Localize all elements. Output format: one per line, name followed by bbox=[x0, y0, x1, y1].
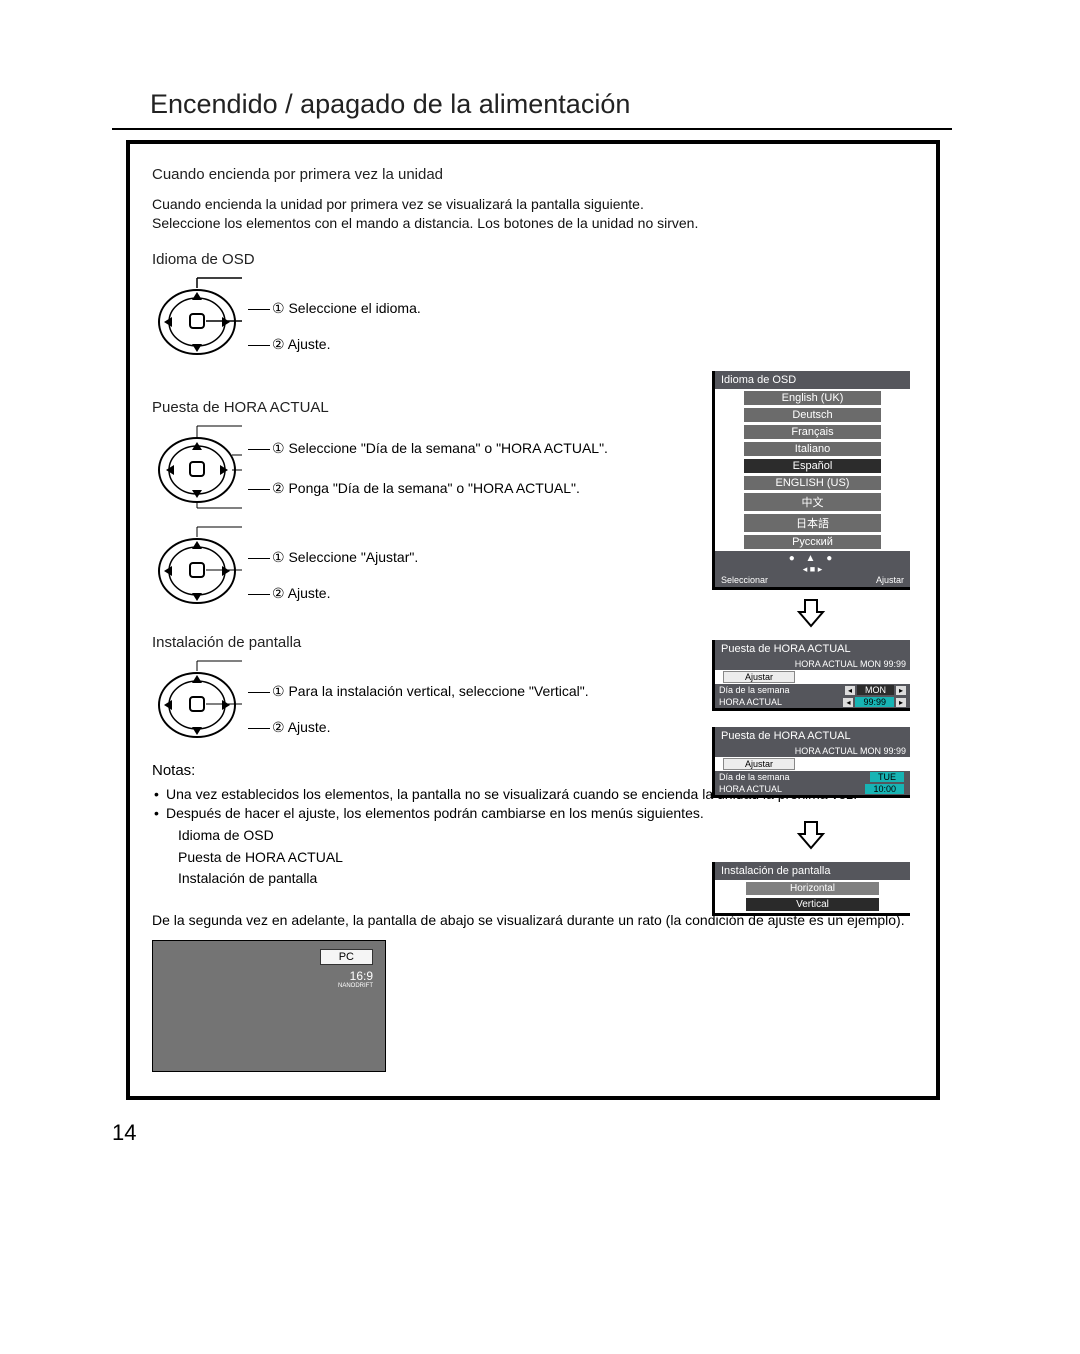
inst-step-text: ① Para la instalación vertical, seleccio… bbox=[248, 655, 589, 746]
num-1-icon: ① bbox=[272, 549, 285, 565]
intro-line2: Seleccione los elementos con el mando a … bbox=[152, 215, 698, 231]
osd-hora1-row2: HORA ACTUAL ◂ 99:99 ▸ bbox=[715, 696, 910, 708]
hora-step4: Ajuste. bbox=[288, 585, 331, 601]
osd-language-panel: Idioma de OSD English (UK)DeutschFrançai… bbox=[712, 371, 910, 590]
row1-val: MON bbox=[857, 685, 894, 695]
right-arrow-icon: ▸ bbox=[896, 686, 906, 695]
osd-lang-option: 日本語 bbox=[743, 513, 882, 533]
num-1-icon: ① bbox=[272, 300, 285, 316]
num-2-icon: ② bbox=[272, 336, 285, 352]
osd-inst-vertical: Vertical bbox=[745, 897, 880, 912]
idioma-step2: Ajuste. bbox=[288, 336, 331, 352]
hora-step-text-b: ① Seleccione "Ajustar". ② Ajuste. bbox=[248, 521, 418, 612]
tv-source-label: PC bbox=[320, 949, 373, 965]
osd-hora1-row1: Día de la semana ◂ MON ▸ bbox=[715, 684, 910, 696]
left-arrow-icon: ◂ bbox=[845, 686, 855, 695]
osd-hora-panel-2: Puesta de HORA ACTUAL HORA ACTUAL MON 99… bbox=[712, 727, 910, 798]
first-power-heading: Cuando encienda por primera vez la unida… bbox=[152, 166, 914, 183]
osd-lang-option: English (UK) bbox=[743, 390, 882, 406]
inst-step2: Ajuste. bbox=[288, 719, 331, 735]
num-1-icon: ① bbox=[272, 683, 285, 699]
row1-val: TUE bbox=[870, 772, 904, 782]
tv-ratio-value: 16:9 bbox=[350, 969, 373, 983]
osd-inst-title: Instalación de pantalla bbox=[715, 862, 910, 880]
idioma-title: Idioma de OSD bbox=[152, 251, 914, 268]
osd-lang-option: Italiano bbox=[743, 441, 882, 457]
title-underline bbox=[112, 128, 952, 130]
intro-line1: Cuando encienda la unidad por primera ve… bbox=[152, 196, 644, 212]
intro-text: Cuando encienda la unidad por primera ve… bbox=[152, 195, 914, 233]
right-arrow-icon: ▸ bbox=[896, 698, 906, 707]
hora-panels: Puesta de HORA ACTUAL HORA ACTUAL MON 99… bbox=[712, 584, 910, 814]
dpad-icon bbox=[152, 272, 242, 367]
num-1-icon: ① bbox=[272, 440, 285, 456]
dpad-icon bbox=[152, 655, 242, 750]
osd-language-footer: ● ▲ ● ◂ ■ ▸ Seleccionar Ajustar bbox=[715, 551, 910, 587]
osd-lang-option: Français bbox=[743, 424, 882, 440]
osd-inst-horizontal: Horizontal bbox=[745, 881, 880, 896]
num-2-icon: ② bbox=[272, 585, 285, 601]
dpad-icon bbox=[152, 521, 242, 616]
osd-hora1-title: Puesta de HORA ACTUAL bbox=[715, 640, 910, 658]
tv-ratio-label: 16:9 NANODRIFT bbox=[338, 969, 373, 989]
idioma-steps: ① Seleccione el idioma. ② Ajuste. bbox=[152, 272, 914, 367]
osd-hora2-ajustar: Ajustar bbox=[723, 758, 795, 770]
dpad-all-icon bbox=[152, 420, 242, 515]
osd-lang-option: Русский bbox=[743, 534, 882, 550]
content-frame: Cuando encienda por primera vez la unida… bbox=[126, 140, 940, 1100]
idioma-step-text: ① Seleccione el idioma. ② Ajuste. bbox=[248, 272, 421, 363]
down-arrow-icon bbox=[795, 596, 827, 628]
osd-inst-panel: Instalación de pantalla Horizontal Verti… bbox=[712, 862, 910, 916]
page-number: 14 bbox=[112, 1120, 136, 1146]
idioma-step1: Seleccione el idioma. bbox=[288, 300, 420, 316]
osd-hora2-strip: HORA ACTUAL MON 99:99 bbox=[715, 745, 910, 757]
tv-tech-label: NANODRIFT bbox=[338, 983, 373, 989]
row2-val: 10:00 bbox=[865, 784, 904, 794]
osd-lang-option: Español bbox=[743, 458, 882, 474]
osd-lang-option: ENGLISH (US) bbox=[743, 475, 882, 491]
tv-preview: PC 16:9 NANODRIFT bbox=[152, 940, 386, 1072]
osd-language-title: Idioma de OSD bbox=[715, 371, 910, 389]
num-2-icon: ② bbox=[272, 719, 285, 735]
osd-hora-panel-1: Puesta de HORA ACTUAL HORA ACTUAL MON 99… bbox=[712, 640, 910, 711]
osd-hora1-strip: HORA ACTUAL MON 99:99 bbox=[715, 658, 910, 670]
hora-step-text-a: ① Seleccione "Día de la semana" o "HORA … bbox=[248, 420, 608, 502]
row2-val: 99:99 bbox=[855, 697, 894, 707]
row1-label: Día de la semana bbox=[719, 772, 870, 782]
inst-panels: Instalación de pantalla Horizontal Verti… bbox=[712, 806, 910, 916]
hora-step1: Seleccione "Día de la semana" o "HORA AC… bbox=[288, 440, 607, 456]
inst-step1: Para la instalación vertical, seleccione… bbox=[288, 683, 588, 699]
osd-lang-option: Deutsch bbox=[743, 407, 882, 423]
osd-hora1-ajustar: Ajustar bbox=[723, 671, 795, 683]
hora-step2: Ponga "Día de la semana" o "HORA ACTUAL"… bbox=[288, 480, 579, 496]
osd-hora2-row2: HORA ACTUAL 10:00 bbox=[715, 783, 910, 795]
left-arrow-icon: ◂ bbox=[843, 698, 853, 707]
hora-step3: Seleccione "Ajustar". bbox=[288, 549, 418, 565]
osd-hora2-row1: Día de la semana TUE bbox=[715, 771, 910, 783]
num-2-icon: ② bbox=[272, 480, 285, 496]
row2-label: HORA ACTUAL bbox=[719, 784, 865, 794]
osd-lang-option: 中文 bbox=[743, 492, 882, 512]
page-title: Encendido / apagado de la alimentación bbox=[150, 89, 630, 120]
row1-label: Día de la semana bbox=[719, 685, 845, 695]
down-arrow-icon bbox=[795, 818, 827, 850]
row2-label: HORA ACTUAL bbox=[719, 697, 843, 707]
osd-hora2-title: Puesta de HORA ACTUAL bbox=[715, 727, 910, 745]
